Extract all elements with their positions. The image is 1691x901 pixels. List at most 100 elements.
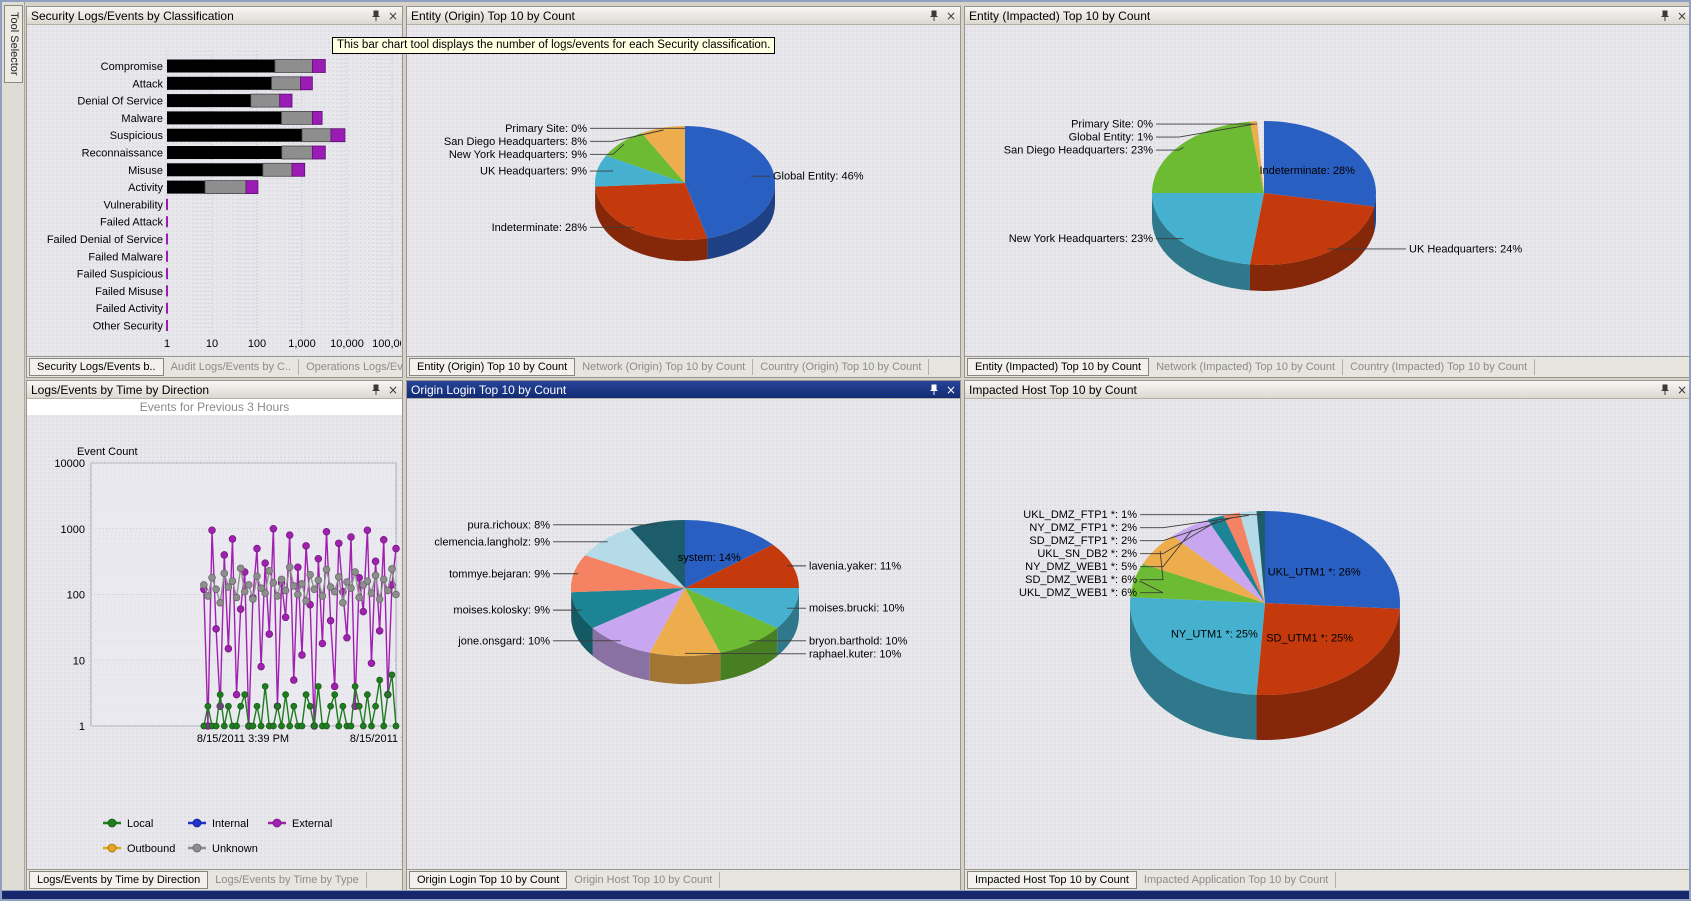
svg-text:8/15/2011 5:09 PM: 8/15/2011 5:09 PM [350, 733, 402, 745]
svg-text:Unknown: Unknown [212, 843, 258, 855]
tab-logs-events-by-time-by-type[interactable]: Logs/Events by Time by Type [208, 872, 367, 888]
panel-entity-impacted: Entity (Impacted) Top 10 by Count × Prim… [964, 6, 1689, 378]
svg-text:1,000: 1,000 [288, 338, 316, 350]
tab-network-impacted-top-10-by-count[interactable]: Network (Impacted) Top 10 by Count [1149, 359, 1344, 375]
svg-text:Malware: Malware [121, 113, 163, 125]
svg-text:raphael.kuter: 10%: raphael.kuter: 10% [809, 648, 902, 660]
svg-text:1: 1 [164, 338, 170, 350]
svg-text:San Diego Headquarters: 8%: San Diego Headquarters: 8% [444, 136, 587, 148]
svg-text:Misuse: Misuse [128, 165, 163, 177]
svg-text:Failed Attack: Failed Attack [100, 217, 163, 229]
tab-country-impacted-top-10-by-count[interactable]: Country (Impacted) Top 10 by Count [1343, 359, 1536, 375]
svg-text:UK Headquarters: 24%: UK Headquarters: 24% [1409, 243, 1522, 255]
legend-item-unknown: Unknown [188, 843, 258, 855]
tab-operations-logs-event[interactable]: Operations Logs/Event.. [299, 359, 402, 375]
close-icon[interactable]: × [387, 8, 398, 23]
panel-impacted-host-header: Impacted Host Top 10 by Count × [965, 381, 1689, 399]
svg-text:system: 14%: system: 14% [678, 552, 741, 564]
svg-text:NY_UTM1 *: 25%: NY_UTM1 *: 25% [1171, 628, 1258, 640]
entity-origin-pie-chart: Primary Site: 0%San Diego Headquarters: … [444, 123, 864, 261]
close-icon[interactable]: × [1676, 382, 1687, 397]
legend-item-internal: Internal [188, 818, 249, 830]
svg-text:SD_DMZ_FTP1 *: 2%: SD_DMZ_FTP1 *: 2% [1029, 535, 1137, 547]
tab-impacted-application-top-10-by-count[interactable]: Impacted Application Top 10 by Count [1137, 872, 1337, 888]
tab-security-logs-events-b[interactable]: Security Logs/Events b.. [29, 358, 164, 376]
panel-title: Impacted Host Top 10 by Count [969, 382, 1137, 397]
svg-text:100: 100 [248, 338, 266, 350]
tab-network-origin-top-10-by-count[interactable]: Network (Origin) Top 10 by Count [575, 359, 754, 375]
svg-text:Failed Misuse: Failed Misuse [95, 286, 163, 298]
svg-text:Denial Of Service: Denial Of Service [77, 96, 163, 108]
tab-entity-origin-top-10-by-count[interactable]: Entity (Origin) Top 10 by Count [409, 358, 576, 376]
svg-text:pura.richoux: 8%: pura.richoux: 8% [467, 519, 550, 531]
pin-icon[interactable] [929, 10, 939, 22]
panel-origin-login: Origin Login Top 10 by Count × pura.rich… [406, 380, 961, 891]
panel-classification-body: Compromise Attack Denial Of Service Malware… [27, 25, 402, 356]
svg-text:8/15/2011 3:39 PM: 8/15/2011 3:39 PM [197, 733, 289, 745]
svg-text:10: 10 [73, 655, 85, 667]
svg-text:Vulnerability: Vulnerability [103, 199, 163, 211]
svg-text:1000: 1000 [61, 524, 85, 536]
entity-impacted-tabstrip: Entity (Impacted) Top 10 by Count Network… [965, 356, 1689, 377]
close-icon[interactable]: × [387, 382, 398, 397]
panel-entity-origin-body: Primary Site: 0% San Diego Headquarters: … [407, 25, 960, 356]
svg-text:Suspicious: Suspicious [110, 130, 164, 142]
pin-icon[interactable] [1660, 10, 1670, 22]
svg-text:UKL_DMZ_WEB1 *: 6%: UKL_DMZ_WEB1 *: 6% [1019, 587, 1137, 599]
svg-text:New York Headquarters: 9%: New York Headquarters: 9% [449, 149, 587, 161]
origin-login-tabstrip: Origin Login Top 10 by Count Origin Host … [407, 869, 960, 890]
tool-selector-tab[interactable]: Tool Selector [4, 5, 23, 83]
svg-text:UKL_UTM1 *: 26%: UKL_UTM1 *: 26% [1268, 567, 1361, 579]
panel-time-direction: Logs/Events by Time by Direction × Event… [26, 380, 403, 891]
panel-title: Logs/Events by Time by Direction [31, 382, 210, 397]
tab-origin-login-top-10-by-count[interactable]: Origin Login Top 10 by Count [409, 871, 568, 889]
tab-logs-events-by-time-by-direction[interactable]: Logs/Events by Time by Direction [29, 871, 209, 889]
tab-impacted-host-top-10-by-count[interactable]: Impacted Host Top 10 by Count [967, 871, 1137, 889]
svg-text:Failed Suspicious: Failed Suspicious [77, 269, 164, 281]
svg-text:Outbound: Outbound [127, 843, 175, 855]
classification-tabstrip: Security Logs/Events b.. Audit Logs/Event… [27, 356, 402, 377]
tool-selector-label: Tool Selector [8, 12, 20, 76]
svg-text:clemencia.langholz: 9%: clemencia.langholz: 9% [434, 536, 550, 548]
tab-country-origin-top-10-by-count[interactable]: Country (Origin) Top 10 by Count [753, 359, 930, 375]
close-icon[interactable]: × [945, 382, 956, 397]
panel-impacted-host-body: UKL_DMZ_FTP1 *: 1% NY_DMZ_FTP1 *: 2% SD_DM… [965, 399, 1689, 869]
tooltip: This bar chart tool displays the number … [332, 37, 776, 54]
svg-text:UKL_SN_DB2 *: 2%: UKL_SN_DB2 *: 2% [1037, 548, 1137, 560]
panel-origin-login-header: Origin Login Top 10 by Count × [407, 381, 960, 399]
panel-title: Security Logs/Events by Classification [31, 8, 234, 23]
svg-text:100,000: 100,000 [372, 338, 401, 350]
panel-impacted-host: Impacted Host Top 10 by Count × UKL_DMZ_… [964, 380, 1689, 891]
panel-title: Entity (Impacted) Top 10 by Count [969, 8, 1151, 23]
pin-icon[interactable] [929, 384, 939, 396]
svg-text:UKL_DMZ_FTP1 *: 1%: UKL_DMZ_FTP1 *: 1% [1023, 509, 1137, 521]
svg-text:NY_DMZ_FTP1 *: 2%: NY_DMZ_FTP1 *: 2% [1029, 522, 1137, 534]
legend-item-local: Local [103, 818, 153, 830]
svg-text:10,000: 10,000 [330, 338, 364, 350]
svg-text:Global Entity: 46%: Global Entity: 46% [773, 171, 864, 183]
tab-audit-logs-events-by-c[interactable]: Audit Logs/Events by C.. [164, 359, 300, 375]
svg-text:1: 1 [79, 721, 85, 733]
svg-text:moises.kolosky: 9%: moises.kolosky: 9% [453, 605, 550, 617]
close-icon[interactable]: × [1676, 8, 1687, 23]
pin-icon[interactable] [371, 10, 381, 22]
svg-text:NY_DMZ_WEB1 *: 5%: NY_DMZ_WEB1 *: 5% [1025, 561, 1137, 573]
pin-icon[interactable] [371, 384, 381, 396]
panel-entity-origin-header: Entity (Origin) Top 10 by Count × [407, 7, 960, 25]
svg-text:Global Entity: 1%: Global Entity: 1% [1069, 132, 1154, 144]
pin-icon[interactable] [1660, 384, 1670, 396]
svg-text:Primary Site: 0%: Primary Site: 0% [505, 123, 587, 135]
close-icon[interactable]: × [945, 8, 956, 23]
classification-bar-chart: Compromise Attack Denial Of Service Malware… [47, 51, 402, 350]
tab-origin-host-top-10-by-count[interactable]: Origin Host Top 10 by Count [567, 872, 721, 888]
svg-text:lavenia.yaker: 11%: lavenia.yaker: 11% [809, 560, 901, 572]
svg-text:External: External [292, 818, 332, 830]
svg-text:Failed Denial of Service: Failed Denial of Service [47, 234, 163, 246]
svg-text:Other Security: Other Security [93, 321, 164, 333]
svg-text:Indeterminate: 28%: Indeterminate: 28% [492, 222, 588, 234]
svg-text:Activity: Activity [128, 182, 163, 194]
panel-title: Origin Login Top 10 by Count [411, 382, 567, 397]
panel-time-direction-body: Events for Previous 3 Hours Event Count 1… [27, 399, 402, 869]
svg-text:tommye.bejaran: 9%: tommye.bejaran: 9% [449, 568, 550, 580]
tab-entity-impacted-top-10-by-count[interactable]: Entity (Impacted) Top 10 by Count [967, 358, 1150, 376]
